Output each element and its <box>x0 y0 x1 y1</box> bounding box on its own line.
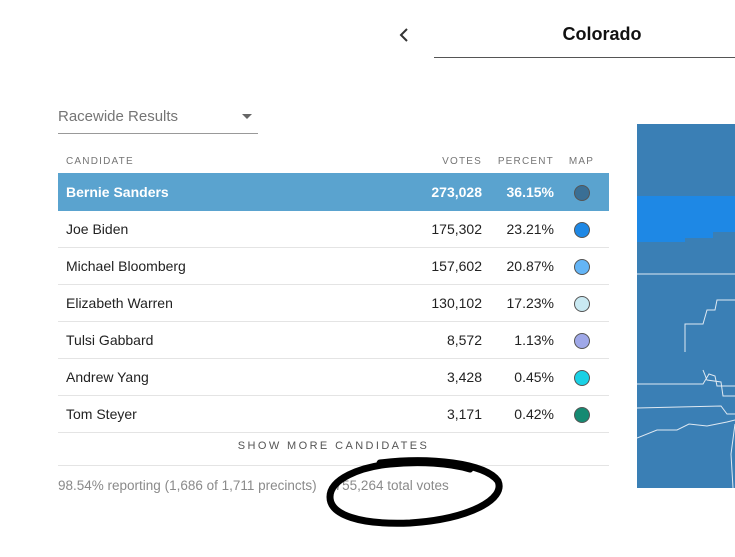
caret-down-icon <box>242 114 252 119</box>
divider <box>58 465 609 466</box>
candidate-row[interactable]: Joe Biden 175,302 23.21% <box>58 210 609 248</box>
total-votes: 755,264 total votes <box>334 478 449 493</box>
results-dropdown[interactable]: Racewide Results <box>58 104 258 134</box>
state-map[interactable] <box>637 124 735 488</box>
candidate-votes: 3,171 <box>392 395 482 433</box>
candidate-row[interactable]: Tom Steyer 3,171 0.42% <box>58 395 609 433</box>
map-color-cell <box>554 395 609 433</box>
candidate-name: Tom Steyer <box>58 395 392 433</box>
map-color-swatch <box>573 406 590 423</box>
hand-drawn-circle-annotation <box>326 457 503 527</box>
dropdown-selected-value: Racewide Results <box>58 108 179 125</box>
candidate-name: Andrew Yang <box>58 358 392 396</box>
candidate-name: Joe Biden <box>58 210 392 248</box>
show-more-candidates-button[interactable]: SHOW MORE CANDIDATES <box>237 440 430 452</box>
map-color-cell <box>554 210 609 248</box>
map-color-swatch <box>573 221 590 238</box>
candidate-votes: 130,102 <box>392 284 482 322</box>
candidate-row[interactable]: Michael Bloomberg 157,602 20.87% <box>58 247 609 285</box>
candidate-row[interactable]: Elizabeth Warren 130,102 17.23% <box>58 284 609 322</box>
map-color-swatch <box>573 369 590 386</box>
map-color-swatch <box>573 184 590 201</box>
results-table: CANDIDATE VOTES PERCENT MAP Bernie Sande… <box>58 150 609 433</box>
candidate-votes: 157,602 <box>392 247 482 285</box>
candidate-votes: 3,428 <box>392 358 482 396</box>
candidate-percent: 23.21% <box>482 210 554 248</box>
map-color-cell <box>554 173 609 211</box>
candidate-votes: 273,028 <box>392 173 482 211</box>
candidate-percent: 0.42% <box>482 395 554 433</box>
column-header-votes: VOTES <box>392 150 482 174</box>
map-color-cell <box>554 247 609 285</box>
map-county-borders <box>637 273 735 488</box>
column-header-map: MAP <box>554 150 609 174</box>
candidate-name: Elizabeth Warren <box>58 284 392 322</box>
candidate-row[interactable]: Andrew Yang 3,428 0.45% <box>58 358 609 396</box>
candidate-row[interactable]: Tulsi Gabbard 8,572 1.13% <box>58 321 609 359</box>
candidate-percent: 20.87% <box>482 247 554 285</box>
state-header: Colorado <box>434 18 735 58</box>
state-title: Colorado <box>562 24 642 44</box>
candidate-percent: 1.13% <box>482 321 554 359</box>
column-header-candidate: CANDIDATE <box>58 150 392 174</box>
table-header-row: CANDIDATE VOTES PERCENT MAP <box>58 150 609 174</box>
reporting-status: 98.54% reporting (1,686 of 1,711 precinc… <box>58 478 317 493</box>
candidate-percent: 0.45% <box>482 358 554 396</box>
reporting-footer: 98.54% reporting (1,686 of 1,711 precinc… <box>58 478 449 493</box>
candidate-row[interactable]: Bernie Sanders 273,028 36.15% <box>58 173 609 211</box>
map-color-swatch <box>573 332 590 349</box>
candidate-percent: 36.15% <box>482 173 554 211</box>
candidate-name: Bernie Sanders <box>58 173 392 211</box>
candidate-name: Tulsi Gabbard <box>58 321 392 359</box>
candidate-votes: 175,302 <box>392 210 482 248</box>
map-color-swatch <box>573 295 590 312</box>
map-color-cell <box>554 358 609 396</box>
map-county-highlighted <box>637 196 735 242</box>
map-region-main <box>637 124 735 488</box>
candidate-name: Michael Bloomberg <box>58 247 392 285</box>
back-button[interactable] <box>392 22 416 48</box>
chevron-left-icon <box>399 28 408 42</box>
column-header-percent: PERCENT <box>482 150 554 174</box>
candidate-percent: 17.23% <box>482 284 554 322</box>
candidate-votes: 8,572 <box>392 321 482 359</box>
map-color-cell <box>554 284 609 322</box>
map-color-cell <box>554 321 609 359</box>
map-color-swatch <box>573 258 590 275</box>
